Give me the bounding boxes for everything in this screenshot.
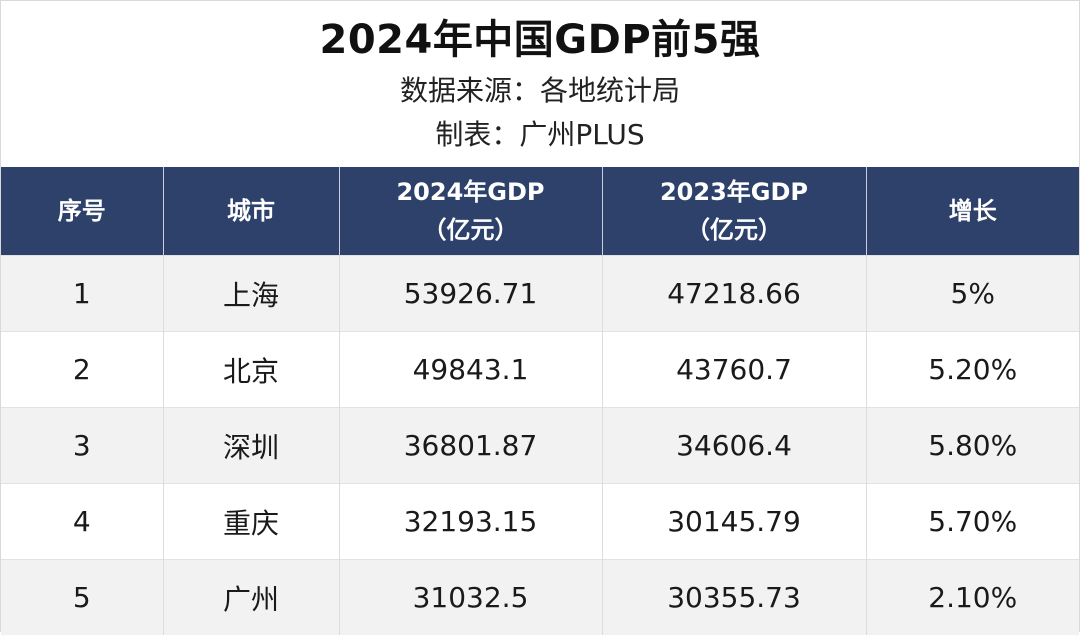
cell-gdp-2024: 49843.1 <box>339 332 602 408</box>
cell-rank: 3 <box>1 408 163 484</box>
table-row: 3 深圳 36801.87 34606.4 5.80% <box>1 408 1079 484</box>
page-title: 2024年中国GDP前5强 <box>1 15 1079 65</box>
cell-city: 北京 <box>163 332 339 408</box>
cell-growth: 5.80% <box>866 408 1079 484</box>
cell-rank: 2 <box>1 332 163 408</box>
cell-growth: 5% <box>866 256 1079 332</box>
cell-gdp-2024: 31032.5 <box>339 560 602 635</box>
cell-gdp-2023: 30145.79 <box>602 484 866 560</box>
table-row: 2 北京 49843.1 43760.7 5.20% <box>1 332 1079 408</box>
header-row: 序号 城市 2024年GDP （亿元） 2023年GDP （亿元） 增长 <box>1 167 1079 256</box>
column-header-label: 2024年GDP <box>346 173 596 211</box>
cell-city: 广州 <box>163 560 339 635</box>
cell-gdp-2024: 53926.71 <box>339 256 602 332</box>
cell-growth: 5.20% <box>866 332 1079 408</box>
column-header-label: 增长 <box>873 192 1074 230</box>
cell-rank: 1 <box>1 256 163 332</box>
column-header-unit: （亿元） <box>609 211 860 249</box>
table-row: 1 上海 53926.71 47218.66 5% <box>1 256 1079 332</box>
cell-gdp-2024: 32193.15 <box>339 484 602 560</box>
gdp-ranking-table: 序号 城市 2024年GDP （亿元） 2023年GDP （亿元） 增长 <box>1 167 1079 635</box>
cell-growth: 5.70% <box>866 484 1079 560</box>
column-header-label: 序号 <box>7 192 157 230</box>
column-header-rank: 序号 <box>1 167 163 256</box>
column-header-city: 城市 <box>163 167 339 256</box>
cell-gdp-2023: 34606.4 <box>602 408 866 484</box>
table-row: 5 广州 31032.5 30355.73 2.10% <box>1 560 1079 635</box>
table-body: 1 上海 53926.71 47218.66 5% 2 北京 49843.1 4… <box>1 256 1079 635</box>
table-row: 4 重庆 32193.15 30145.79 5.70% <box>1 484 1079 560</box>
column-header-label: 城市 <box>170 192 333 230</box>
credit-note: 制表：广州PLUS <box>1 115 1079 155</box>
table-head: 序号 城市 2024年GDP （亿元） 2023年GDP （亿元） 增长 <box>1 167 1079 256</box>
cell-city: 深圳 <box>163 408 339 484</box>
table-header: 2024年中国GDP前5强 数据来源：各地统计局 制表：广州PLUS <box>1 1 1079 167</box>
column-header-unit: （亿元） <box>346 211 596 249</box>
column-header-growth: 增长 <box>866 167 1079 256</box>
cell-city: 重庆 <box>163 484 339 560</box>
cell-gdp-2023: 47218.66 <box>602 256 866 332</box>
cell-gdp-2023: 43760.7 <box>602 332 866 408</box>
cell-rank: 5 <box>1 560 163 635</box>
column-header-label: 2023年GDP <box>609 173 860 211</box>
cell-growth: 2.10% <box>866 560 1079 635</box>
cell-rank: 4 <box>1 484 163 560</box>
data-source-note: 数据来源：各地统计局 <box>1 71 1079 111</box>
column-header-gdp-2024: 2024年GDP （亿元） <box>339 167 602 256</box>
cell-city: 上海 <box>163 256 339 332</box>
cell-gdp-2024: 36801.87 <box>339 408 602 484</box>
column-header-gdp-2023: 2023年GDP （亿元） <box>602 167 866 256</box>
cell-gdp-2023: 30355.73 <box>602 560 866 635</box>
